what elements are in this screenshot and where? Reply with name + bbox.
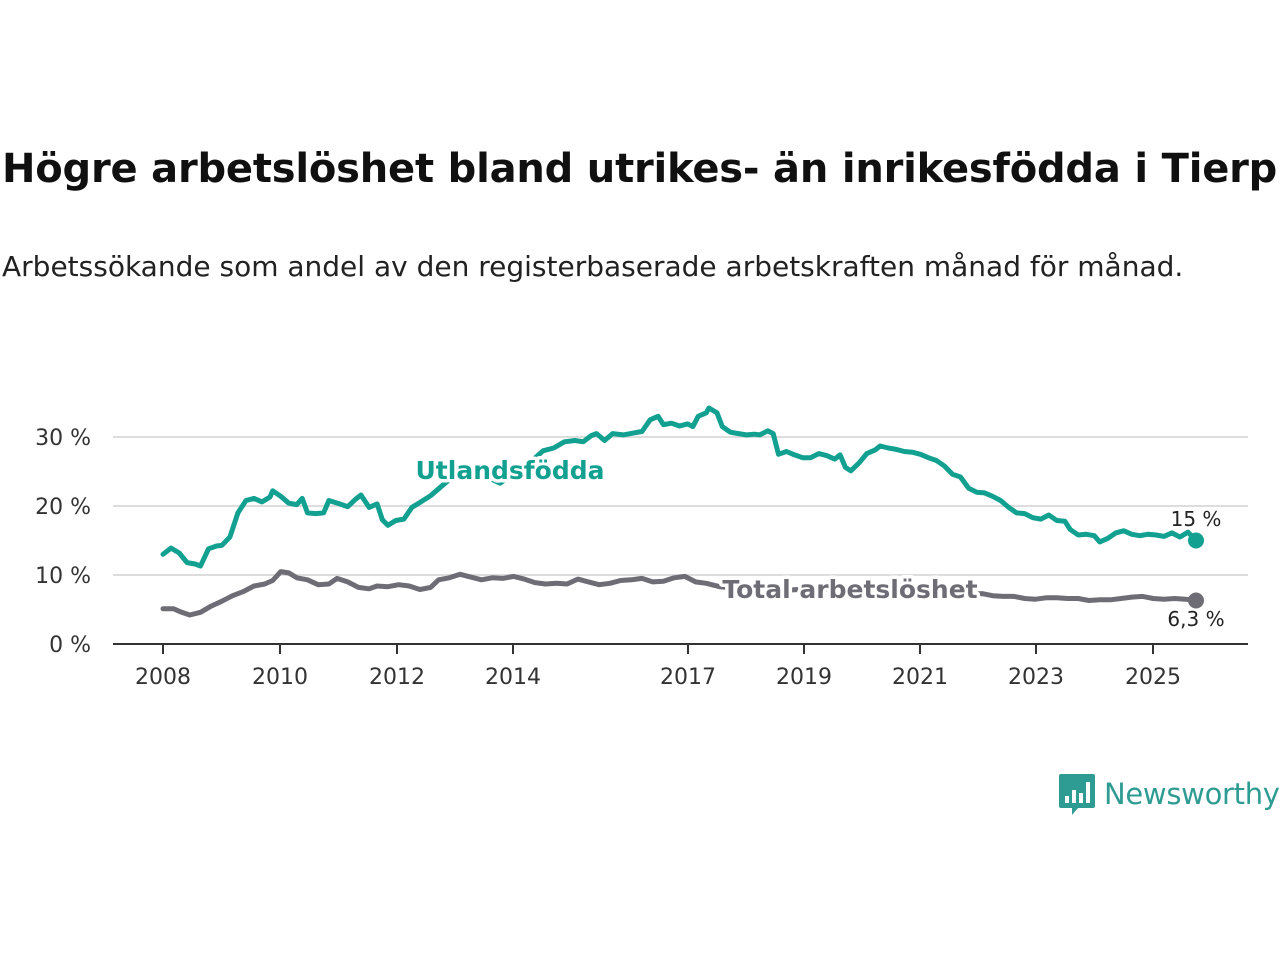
end-value-label-utlandsfodda: 15 % — [1171, 507, 1222, 531]
x-tick-label: 2017 — [660, 665, 716, 690]
y-tick-label: 10 % — [35, 564, 91, 589]
x-tick-label: 2025 — [1125, 665, 1181, 690]
y-axis-ticks: 0 % 10 % 20 % 30 % — [35, 426, 91, 658]
series-lines — [160, 405, 1204, 618]
end-point-total — [1188, 592, 1204, 609]
x-tick-label: 2008 — [135, 665, 191, 690]
chart-subtitle: Arbetssökande som andel av den registerb… — [2, 250, 1184, 283]
x-tick-label: 2019 — [776, 665, 832, 690]
x-axis: 2008 2010 2012 2014 2017 2019 2021 2023 2025 — [113, 643, 1248, 690]
end-value-label-total: 6,3 % — [1167, 607, 1224, 631]
series-labels: Utlandsfödda Total arbetslöshet 15 % 6,3… — [412, 453, 1225, 632]
line-chart: 0 % 10 % 20 % 30 % 2008 2010 2012 2014 2017 2019… — [35, 405, 1248, 690]
series-line-utlandsfodda — [160, 405, 1199, 569]
chart-title: Högre arbetslöshet bland utrikes- än inr… — [2, 146, 1278, 192]
brand-name: Newsworthy — [1104, 777, 1280, 811]
grid-lines — [113, 436, 1248, 576]
x-tick-label: 2010 — [252, 665, 308, 690]
end-point-utlandsfodda — [1188, 532, 1204, 549]
x-tick-label: 2014 — [485, 665, 541, 690]
x-tick-label: 2021 — [892, 665, 948, 690]
bar-chart-speech-bubble-icon — [1059, 774, 1095, 815]
newsworthy-logo: Newsworthy — [1058, 772, 1280, 816]
series-label-utlandsfodda: Utlandsfödda — [416, 456, 605, 485]
y-tick-label: 20 % — [35, 495, 91, 520]
series-label-total: Total arbetslöshet — [722, 575, 977, 604]
y-tick-label: 30 % — [35, 426, 91, 451]
y-tick-label: 0 % — [49, 633, 91, 658]
x-tick-label: 2023 — [1008, 665, 1064, 690]
x-tick-label: 2012 — [369, 665, 425, 690]
series-line-total — [160, 569, 1199, 618]
